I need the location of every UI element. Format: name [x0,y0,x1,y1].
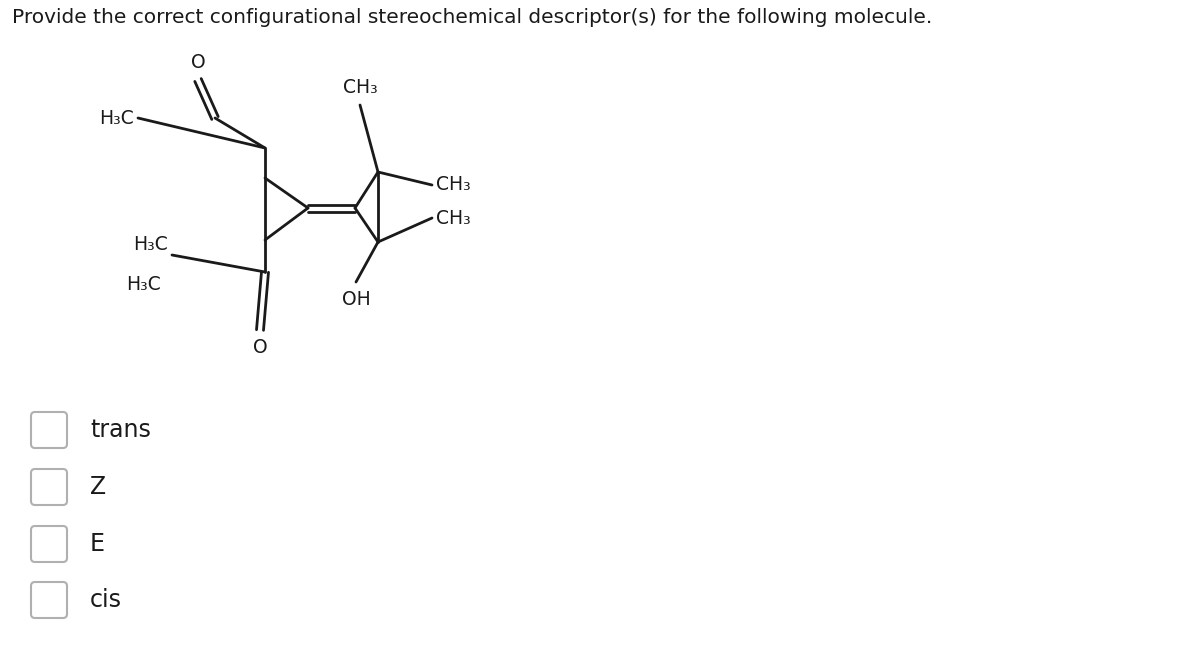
Text: CH₃: CH₃ [343,78,377,97]
Text: H₃C: H₃C [126,275,161,294]
FancyBboxPatch shape [31,412,67,448]
FancyBboxPatch shape [31,469,67,505]
Text: trans: trans [90,418,151,442]
Text: O: O [191,53,205,72]
FancyBboxPatch shape [31,526,67,562]
Text: cis: cis [90,588,122,612]
Text: CH₃: CH₃ [436,209,470,227]
Text: H₃C: H₃C [100,108,134,128]
Text: Z: Z [90,475,106,499]
Text: CH₃: CH₃ [436,176,470,194]
Text: E: E [90,532,106,556]
Text: OH: OH [342,290,371,309]
Text: Provide the correct configurational stereochemical descriptor(s) for the followi: Provide the correct configurational ster… [12,8,932,27]
Text: H₃C: H₃C [133,235,168,255]
Text: O: O [253,338,268,357]
FancyBboxPatch shape [31,582,67,618]
